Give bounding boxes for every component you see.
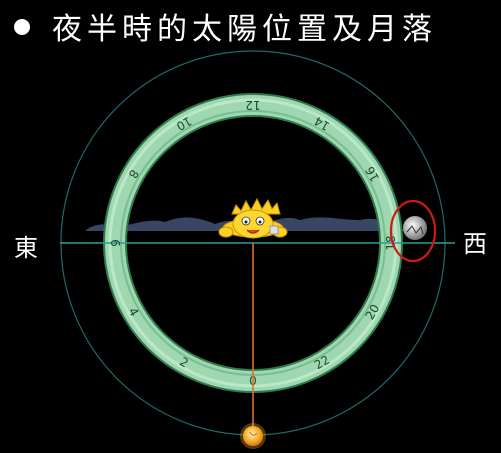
moon-icon [403,216,427,240]
title-text: 夜半時的太陽位置及月落 [52,12,437,47]
hour-label-14: 14 [312,114,332,134]
hour-label-10: 10 [174,114,194,134]
page-title: 夜半時的太陽位置及月落 [14,6,437,47]
hour-label-12: 12 [245,98,260,112]
moon-highlight-circle [389,199,437,263]
cartoon-observer-icon [218,197,288,239]
bullet-icon [14,19,30,35]
sun-icon [240,423,266,449]
hour-label-6: 6 [108,239,122,247]
west-label: 西 [463,230,487,258]
hour-label-16: 16 [363,164,383,184]
east-label: 東 [14,234,38,262]
hour-label-22: 22 [312,353,332,373]
hour-label-20: 20 [363,302,383,322]
